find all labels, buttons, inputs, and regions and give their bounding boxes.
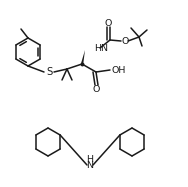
Text: O: O [92,85,100,94]
Text: N: N [86,160,93,169]
Polygon shape [81,50,85,65]
Text: OH: OH [111,65,125,74]
Text: O: O [121,36,129,45]
Text: HN: HN [94,44,108,53]
Text: S: S [47,67,53,77]
Text: H: H [86,154,93,163]
Text: O: O [105,19,112,27]
